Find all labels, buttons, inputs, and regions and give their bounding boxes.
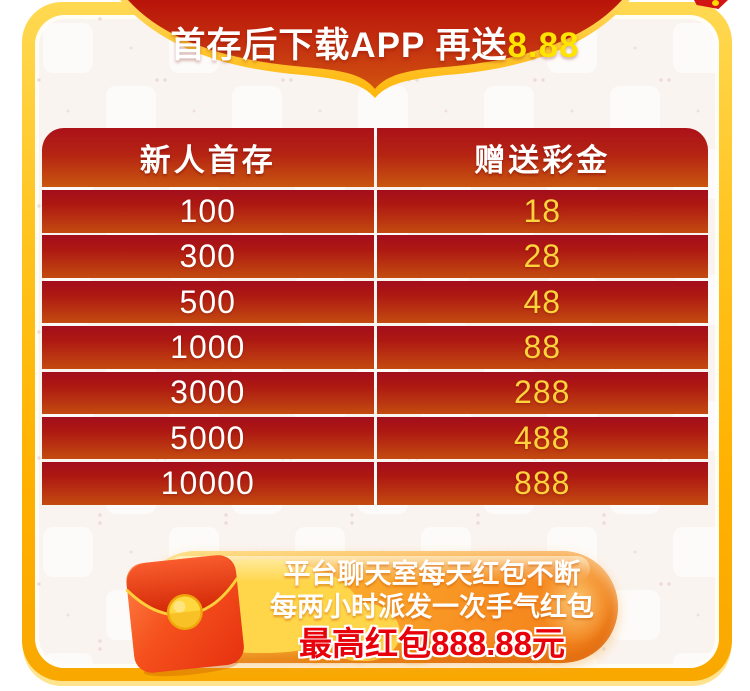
bonus-value: 48 xyxy=(376,280,708,324)
table-row: 5000 488 xyxy=(42,416,708,460)
deposit-value: 100 xyxy=(42,190,374,233)
deposit-value: 300 xyxy=(42,235,374,278)
bonus-value: 488 xyxy=(376,416,708,460)
promo-line-2: 每两小时派发一次手气红包 xyxy=(270,592,594,622)
deposit-value: 1000 xyxy=(42,326,374,369)
pill-gloss-highlight xyxy=(168,556,590,582)
bonus-value: 18 xyxy=(376,190,708,233)
corner-ribbon-fragment xyxy=(694,0,728,9)
header-bonus: 赠送彩金 xyxy=(376,128,708,187)
bonus-value: 28 xyxy=(376,235,708,278)
deposit-value: 500 xyxy=(42,280,374,324)
deposit-value: 10000 xyxy=(42,462,374,505)
deposit-value: 5000 xyxy=(42,416,374,460)
banner-title[interactable]: 首存后下载APP 再送8.88 xyxy=(0,17,750,68)
yellow-splash-decoration xyxy=(330,603,400,661)
deposit-value: 3000 xyxy=(42,371,374,415)
banner-title-main: 首存后下载APP 再送 xyxy=(170,26,508,65)
bonus-value: 888 xyxy=(376,462,708,505)
bonus-value: 288 xyxy=(376,371,708,415)
table-row: 500 48 xyxy=(42,280,708,324)
red-packet-promo-banner[interactable]: 平台聊天室每天红包不断 每两小时派发一次手气红包 最高红包888.88元 xyxy=(140,551,618,663)
banner-title-highlight: 8.88 xyxy=(507,26,580,65)
table-row: 1000 88 xyxy=(42,326,708,369)
table-row: 10000 888 xyxy=(42,462,708,505)
red-envelope-icon xyxy=(125,555,244,677)
table-header-row: 新人首存 赠送彩金 xyxy=(42,128,708,187)
promo-line-max-amount: 最高红包888.88元 xyxy=(299,625,565,662)
header-first-deposit: 新人首存 xyxy=(42,128,374,187)
table-row: 3000 288 xyxy=(42,371,708,415)
banner-red-body xyxy=(128,0,622,89)
promo-line-1: 平台聊天室每天红包不断 xyxy=(283,559,581,589)
table-row: 100 18 xyxy=(42,190,708,233)
deposit-bonus-table: 新人首存 赠送彩金 100 18 300 28 500 48 1000 88 3… xyxy=(42,128,708,508)
table-row: 300 28 xyxy=(42,235,708,278)
bonus-value: 88 xyxy=(376,326,708,369)
promo-text-block: 平台聊天室每天红包不断 每两小时派发一次手气红包 最高红包888.88元 xyxy=(258,558,606,664)
corner-dot-decoration xyxy=(712,0,719,6)
pill-shine-highlight xyxy=(540,559,612,645)
top-ribbon-banner-shape xyxy=(120,0,630,98)
